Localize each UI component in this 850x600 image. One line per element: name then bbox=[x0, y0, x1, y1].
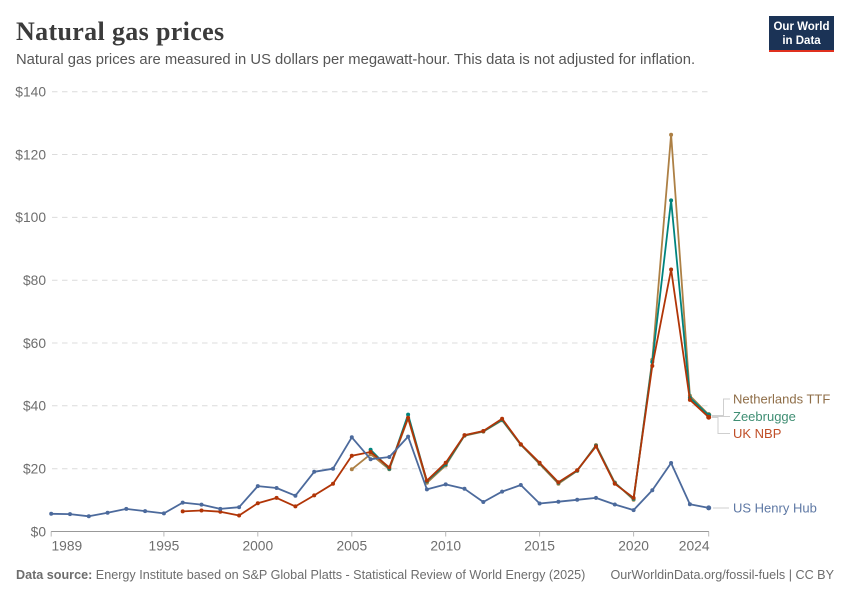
svg-text:1995: 1995 bbox=[149, 539, 180, 554]
svg-text:$20: $20 bbox=[23, 462, 46, 477]
svg-text:$60: $60 bbox=[23, 336, 46, 351]
svg-text:2024: 2024 bbox=[679, 539, 710, 554]
svg-text:$0: $0 bbox=[31, 524, 47, 539]
svg-text:$120: $120 bbox=[15, 147, 46, 162]
svg-text:Zeebrugge: Zeebrugge bbox=[733, 409, 796, 424]
svg-text:$140: $140 bbox=[15, 85, 46, 100]
svg-text:2000: 2000 bbox=[242, 539, 273, 554]
svg-text:1989: 1989 bbox=[52, 539, 83, 554]
svg-text:US Henry Hub: US Henry Hub bbox=[733, 501, 817, 516]
svg-text:UK NBP: UK NBP bbox=[733, 426, 781, 441]
svg-text:$40: $40 bbox=[23, 399, 46, 414]
svg-text:$100: $100 bbox=[15, 210, 46, 225]
svg-text:$80: $80 bbox=[23, 273, 46, 288]
svg-text:2005: 2005 bbox=[336, 539, 367, 554]
svg-text:2015: 2015 bbox=[524, 539, 555, 554]
svg-text:2020: 2020 bbox=[618, 539, 649, 554]
svg-text:Netherlands TTF: Netherlands TTF bbox=[733, 392, 830, 407]
svg-text:2010: 2010 bbox=[430, 539, 461, 554]
